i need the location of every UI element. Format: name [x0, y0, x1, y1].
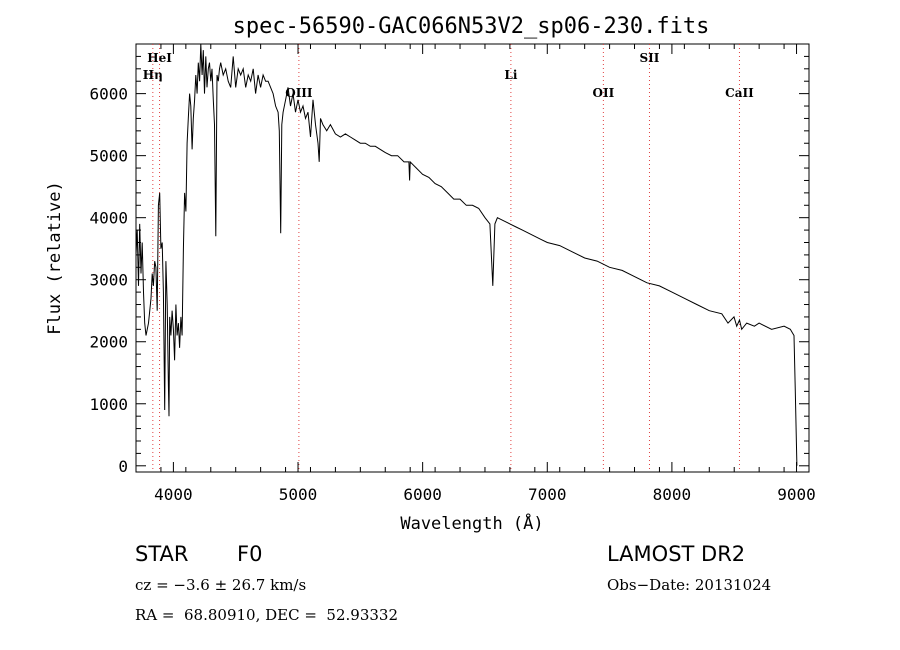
spectral-line-label: HeI [147, 51, 172, 65]
y-tick-label: 1000 [89, 395, 128, 414]
x-tick-label: 6000 [403, 485, 442, 504]
spectral-line-label: Hη [143, 68, 163, 82]
x-tick-label: 8000 [653, 485, 692, 504]
x-axis-label: Wavelength (Å) [400, 512, 543, 534]
y-tick-label: 0 [118, 457, 128, 476]
plot-frame [135, 43, 810, 473]
x-tick-label: 9000 [777, 485, 816, 504]
observation-date: Obs−Date: 20131024 [607, 576, 772, 594]
redshift-velocity: cz = −3.6 ± 26.7 km/s [135, 576, 307, 594]
y-tick-label: 4000 [89, 209, 128, 228]
y-tick-label: 3000 [89, 271, 128, 290]
x-tick-label: 5000 [279, 485, 318, 504]
sky-coordinates: RA = 68.80910, DEC = 52.93332 [135, 606, 399, 624]
chart-title: spec-56590-GAC066N53V2_sp06-230.fits [233, 14, 710, 39]
spectral-line-label: CaII [725, 86, 754, 100]
object-type: STAR [135, 542, 189, 566]
axis-ticks: 4000 5000 6000 7000 8000 9000 0 1000 2000 3000 400… [89, 43, 816, 504]
y-axis-label: Flux (relative) [45, 181, 65, 335]
survey-name: LAMOST DR2 [607, 542, 746, 566]
y-tick-label: 6000 [89, 85, 128, 104]
spectral-subclass: F0 [237, 542, 263, 566]
spectrum-series [135, 43, 798, 466]
spectral-line-label: OII [593, 86, 615, 100]
y-tick-label: 2000 [89, 333, 128, 352]
y-tick-label: 5000 [89, 147, 128, 166]
spectral-line-label: SII [640, 51, 660, 65]
x-tick-label: 7000 [528, 485, 567, 504]
x-tick-label: 4000 [154, 485, 193, 504]
spectral-line-label: Li [504, 68, 517, 82]
spectrum-line [135, 43, 798, 466]
